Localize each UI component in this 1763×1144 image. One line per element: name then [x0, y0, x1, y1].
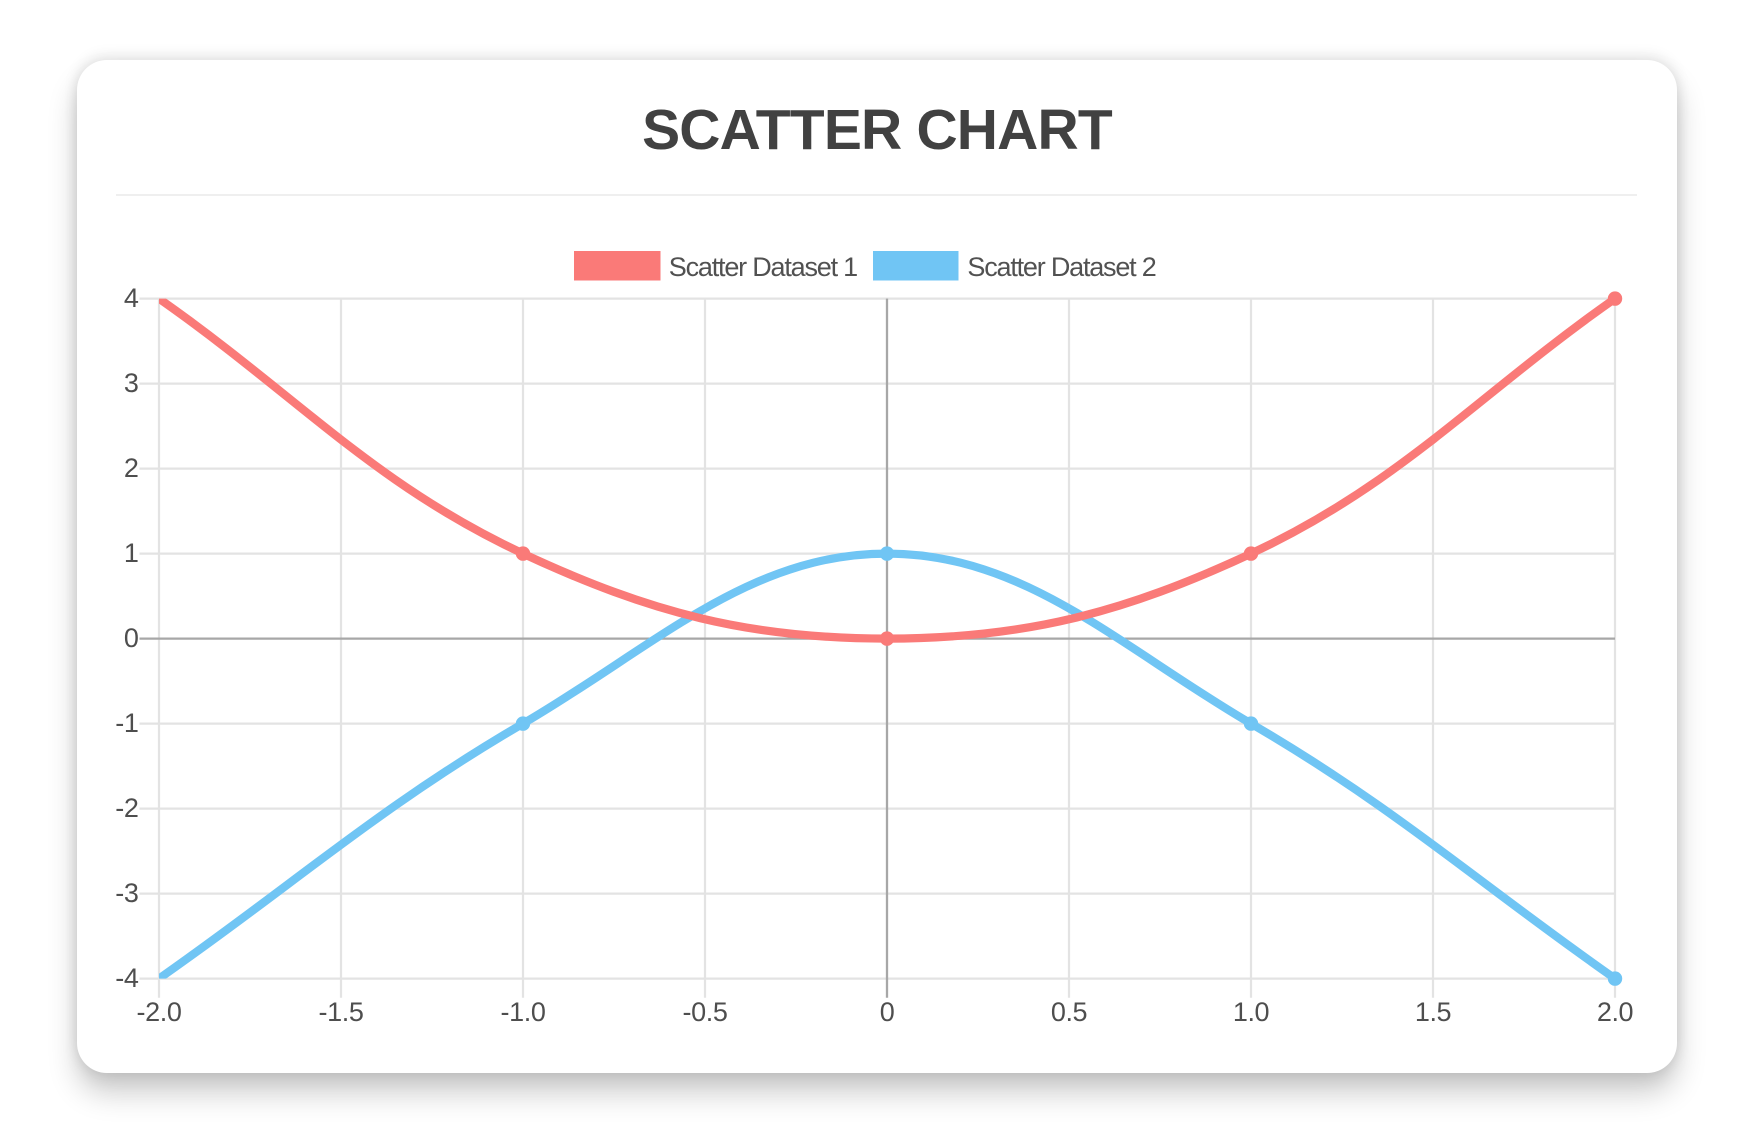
svg-text:1: 1 [124, 538, 139, 568]
svg-text:-1.5: -1.5 [319, 997, 364, 1027]
svg-text:0.5: 0.5 [1051, 997, 1087, 1027]
svg-text:-1.0: -1.0 [501, 997, 546, 1027]
svg-text:-2: -2 [115, 793, 138, 823]
svg-text:Scatter Dataset 1: Scatter Dataset 1 [669, 252, 857, 282]
svg-text:-1: -1 [115, 708, 138, 738]
svg-text:-2.0: -2.0 [137, 997, 182, 1027]
svg-text:2.0: 2.0 [1597, 997, 1633, 1027]
svg-text:1.0: 1.0 [1233, 997, 1269, 1027]
svg-text:-0.5: -0.5 [683, 997, 728, 1027]
svg-text:-4: -4 [115, 963, 139, 993]
svg-text:0: 0 [880, 997, 895, 1027]
svg-text:2: 2 [124, 453, 139, 483]
svg-text:Scatter Dataset 2: Scatter Dataset 2 [967, 252, 1155, 282]
svg-text:1.5: 1.5 [1415, 997, 1451, 1027]
svg-text:4: 4 [124, 283, 139, 313]
svg-text:3: 3 [124, 368, 139, 398]
svg-text:0: 0 [124, 623, 139, 653]
svg-text:-3: -3 [115, 878, 138, 908]
